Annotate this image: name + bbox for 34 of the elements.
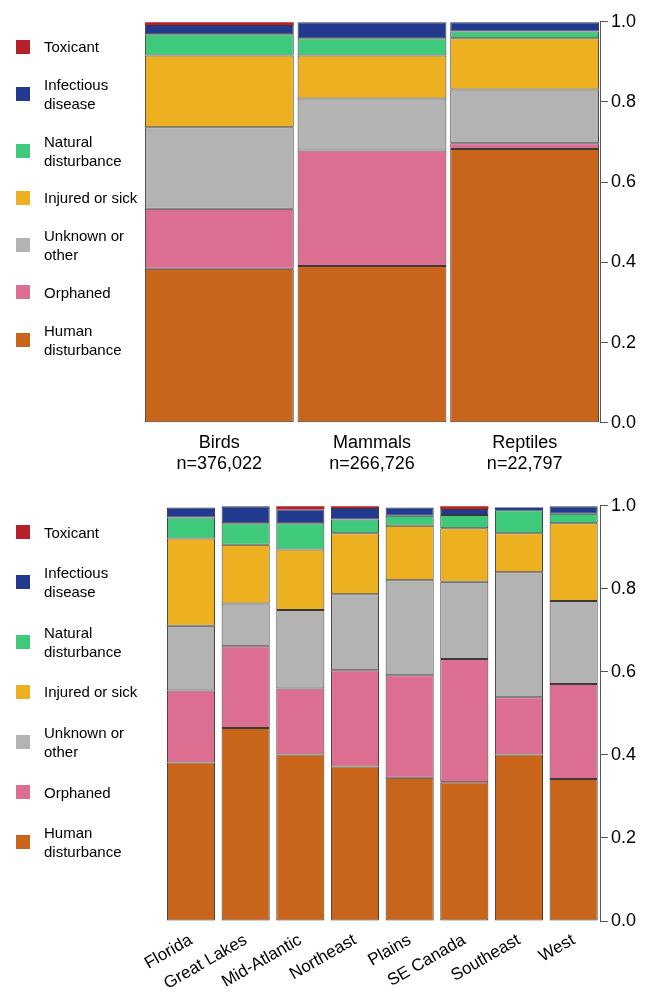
legend-label: Unknown or other	[44, 723, 126, 762]
legend-label: Infectious disease	[44, 563, 110, 602]
y-tick-label: 0.0	[610, 910, 637, 930]
y-tick-label: 0.2	[610, 826, 637, 847]
legend-label: Orphaned	[44, 282, 112, 302]
y-tick-label: 0.6	[610, 171, 637, 192]
y-tick-label: 0.0	[610, 411, 637, 432]
legend-label: Toxicant	[44, 522, 101, 542]
legend-label: Infectious disease	[44, 75, 110, 114]
y-tick-label: 0.2	[610, 331, 637, 352]
x-tick-label: Birds n=376,022	[176, 431, 263, 474]
legend-label: Natural disturbance	[44, 622, 123, 661]
y-tick-label: 1.0	[610, 10, 637, 31]
x-tick-label: Mammals n=266,726	[329, 431, 415, 474]
legend-label: Toxicant	[44, 37, 101, 57]
y-tick-label: 0.8	[610, 577, 637, 598]
legend-label: Orphaned	[44, 782, 112, 802]
legend-label: Human disturbance	[44, 320, 123, 359]
legend-label: Natural disturbance	[44, 131, 123, 170]
y-tick-label: 0.6	[610, 660, 637, 681]
bar	[144, 22, 294, 26]
y-tick-label: 0.4	[610, 251, 637, 272]
y-tick-label: 0.8	[610, 90, 637, 111]
legend-label: Injured or sick	[44, 682, 139, 702]
legend-label: Unknown or other	[44, 226, 126, 265]
y-tick-label: 1.0	[610, 494, 637, 515]
bar	[494, 507, 544, 511]
legend-label: Human disturbance	[44, 823, 123, 862]
bar	[440, 506, 489, 510]
bar	[276, 506, 325, 510]
x-tick-label: West	[535, 929, 579, 966]
x-tick-label: Reptiles n=22,797	[486, 431, 563, 474]
y-tick-label: 0.4	[610, 743, 637, 764]
legend-label: Injured or sick	[44, 188, 139, 208]
